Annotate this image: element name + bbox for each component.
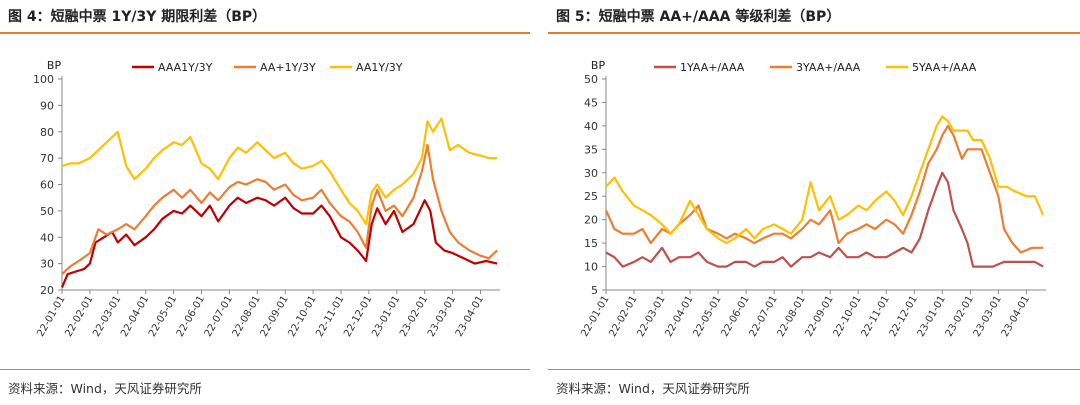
y-tick-label: 40	[584, 120, 598, 133]
x-tick-label: 22-02-01	[607, 294, 639, 339]
y-tick-label: 10	[584, 261, 598, 274]
x-tick-label: 23-03-01	[426, 294, 458, 339]
y-tick-label: 35	[584, 143, 598, 156]
legend-label: AAA1Y/3Y	[158, 61, 213, 74]
x-tick-label: 23-02-01	[944, 294, 976, 339]
y-axis-unit: BP	[591, 59, 606, 72]
legend-label: AA+1Y/3Y	[260, 61, 316, 74]
source-note: 资料来源：Wind，天风证券研究所	[8, 381, 202, 396]
series-line-1	[604, 124, 1044, 254]
y-tick-label: 60	[40, 179, 54, 192]
source-note: 资料来源：Wind，天风证券研究所	[556, 381, 750, 396]
term-spread-chart: 2030405060708090100BP22-01-0122-02-0122-…	[33, 59, 500, 339]
y-tick-label: 50	[40, 205, 54, 218]
x-tick-label: 22-09-01	[259, 294, 291, 339]
y-tick-label: 100	[33, 73, 54, 86]
title-rule	[0, 32, 530, 34]
x-tick-label: 22-03-01	[91, 294, 123, 339]
source-rule	[548, 369, 1080, 370]
chart-title: 图 5：短融中票 AA+/AAA 等级利差（BP）	[556, 9, 841, 25]
source-rule	[0, 369, 530, 370]
x-tick-label: 23-03-01	[972, 294, 1004, 339]
panel-term-spread: 图 4：短融中票 1Y/3Y 期限利差（BP） 20 30 40 50 60 70 80 90…	[0, 0, 530, 405]
x-tick-label: 22-06-01	[720, 294, 752, 339]
y-tick-label: 20	[584, 214, 598, 227]
y-tick-label: 15	[584, 237, 598, 250]
x-tick-label: 22-09-01	[804, 294, 836, 339]
legend-label: AA1Y/3Y	[356, 61, 403, 74]
x-tick-label: 22-01-01	[579, 294, 611, 339]
x-tick-label: 22-11-01	[860, 294, 892, 339]
x-tick-label: 22-10-01	[832, 294, 864, 339]
x-tick-label: 22-04-01	[119, 294, 151, 339]
x-tick-label: 22-02-01	[63, 294, 95, 339]
x-tick-label: 23-01-01	[370, 294, 402, 339]
legend-label: 5YAA+/AAA	[912, 61, 977, 74]
series-line-1	[61, 143, 498, 276]
x-tick-label: 22-05-01	[147, 294, 179, 339]
x-tick-label: 22-12-01	[888, 294, 920, 339]
x-tick-label: 22-08-01	[776, 294, 808, 339]
x-tick-label: 23-04-01	[1000, 294, 1032, 339]
series-line-2	[61, 117, 498, 226]
title-rule	[548, 32, 1080, 34]
x-tick-label: 23-01-01	[916, 294, 948, 339]
x-tick-label: 22-07-01	[748, 294, 780, 339]
x-tick-label: 22-08-01	[231, 294, 263, 339]
grade-spread-chart: 5101520253035404550BP22-01-0122-02-0122-…	[579, 59, 1046, 339]
legend-label: 3YAA+/AAA	[796, 61, 861, 74]
y-tick-label: 30	[40, 258, 54, 271]
y-tick-label: 40	[40, 231, 54, 244]
x-tick-label: 22-04-01	[663, 294, 695, 339]
x-tick-label: 22-11-01	[314, 294, 346, 339]
x-tick-label: 22-03-01	[635, 294, 667, 339]
x-tick-label: 22-05-01	[691, 294, 723, 339]
legend-label: 1YAA+/AAA	[680, 61, 745, 74]
x-tick-label: 23-04-01	[454, 294, 486, 339]
y-tick-label: 20	[40, 284, 54, 297]
y-axis-unit: BP	[47, 59, 62, 72]
x-tick-label: 22-01-01	[35, 294, 67, 339]
series-line-0	[605, 171, 1044, 268]
y-tick-label: 30	[584, 167, 598, 180]
y-tick-label: 70	[40, 152, 54, 165]
series-line-0	[60, 196, 498, 288]
y-tick-label: 50	[584, 73, 598, 86]
y-tick-label: 5	[591, 284, 598, 297]
panel-grade-spread: 图 5：短融中票 AA+/AAA 等级利差（BP） 5 10 15 20 25 30 35 4…	[548, 0, 1080, 405]
chart-title: 图 4：短融中票 1Y/3Y 期限利差（BP）	[8, 9, 267, 25]
x-tick-label: 22-10-01	[286, 294, 318, 339]
y-tick-label: 90	[40, 99, 54, 112]
x-tick-label: 22-07-01	[203, 294, 235, 339]
y-tick-label: 45	[584, 96, 598, 109]
y-tick-label: 80	[40, 126, 54, 139]
y-tick-label: 25	[584, 190, 598, 203]
x-tick-label: 22-12-01	[342, 294, 374, 339]
x-tick-label: 23-02-01	[398, 294, 430, 339]
series-line-2	[605, 115, 1045, 245]
x-tick-label: 22-06-01	[175, 294, 207, 339]
